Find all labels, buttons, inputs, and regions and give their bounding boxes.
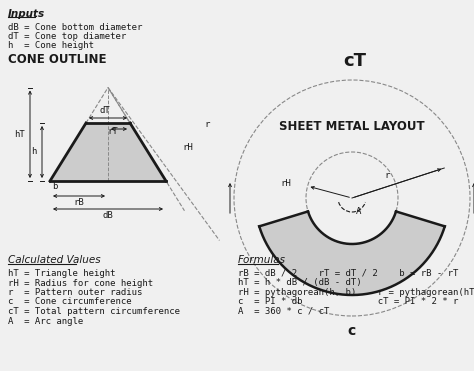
Text: rH: rH [182, 144, 193, 152]
Text: hT = Triangle height: hT = Triangle height [8, 269, 116, 278]
Text: c  = PI * db              cT = PI * 2 * r: c = PI * db cT = PI * 2 * r [238, 298, 458, 306]
Text: dT: dT [100, 106, 110, 115]
Text: dB = Cone bottom diameter: dB = Cone bottom diameter [8, 23, 142, 32]
Text: SHEET METAL LAYOUT: SHEET METAL LAYOUT [279, 119, 425, 132]
Polygon shape [50, 123, 166, 181]
Text: Formulas: Formulas [238, 255, 286, 265]
Text: hT: hT [14, 130, 25, 139]
Text: cT: cT [344, 52, 366, 70]
Text: h: h [32, 148, 37, 157]
Text: hT = h * dB / (dB - dT): hT = h * dB / (dB - dT) [238, 279, 362, 288]
Text: A  = Arc angle: A = Arc angle [8, 316, 83, 325]
Text: dT = Cone top diameter: dT = Cone top diameter [8, 32, 126, 41]
Text: A  = 360 * c / cT: A = 360 * c / cT [238, 307, 329, 316]
Text: cT = Total pattern circumference: cT = Total pattern circumference [8, 307, 180, 316]
Text: A: A [356, 207, 361, 216]
Text: rH: rH [280, 179, 291, 188]
Text: CONE OUTLINE: CONE OUTLINE [8, 53, 107, 66]
Text: Inputs: Inputs [8, 9, 45, 19]
Text: c  = Cone circumference: c = Cone circumference [8, 298, 132, 306]
Text: b: b [52, 182, 57, 191]
Text: rT: rT [108, 127, 118, 136]
Text: r: r [384, 171, 389, 180]
Text: rB = dB / 2    rT = dT / 2    b = rB - rT: rB = dB / 2 rT = dT / 2 b = rB - rT [238, 269, 458, 278]
Text: dB: dB [103, 211, 113, 220]
Text: rH = Radius for cone height: rH = Radius for cone height [8, 279, 153, 288]
Text: c: c [348, 324, 356, 338]
Text: rB: rB [73, 198, 84, 207]
Text: rH = pythagorean(h, b)    r = pythagorean(hT, rB): rH = pythagorean(h, b) r = pythagorean(h… [238, 288, 474, 297]
Polygon shape [259, 211, 445, 295]
Text: r: r [204, 120, 210, 129]
Text: Calculated Values: Calculated Values [8, 255, 100, 265]
Text: r  = Pattern outer radius: r = Pattern outer radius [8, 288, 142, 297]
Text: h  = Cone height: h = Cone height [8, 41, 94, 50]
